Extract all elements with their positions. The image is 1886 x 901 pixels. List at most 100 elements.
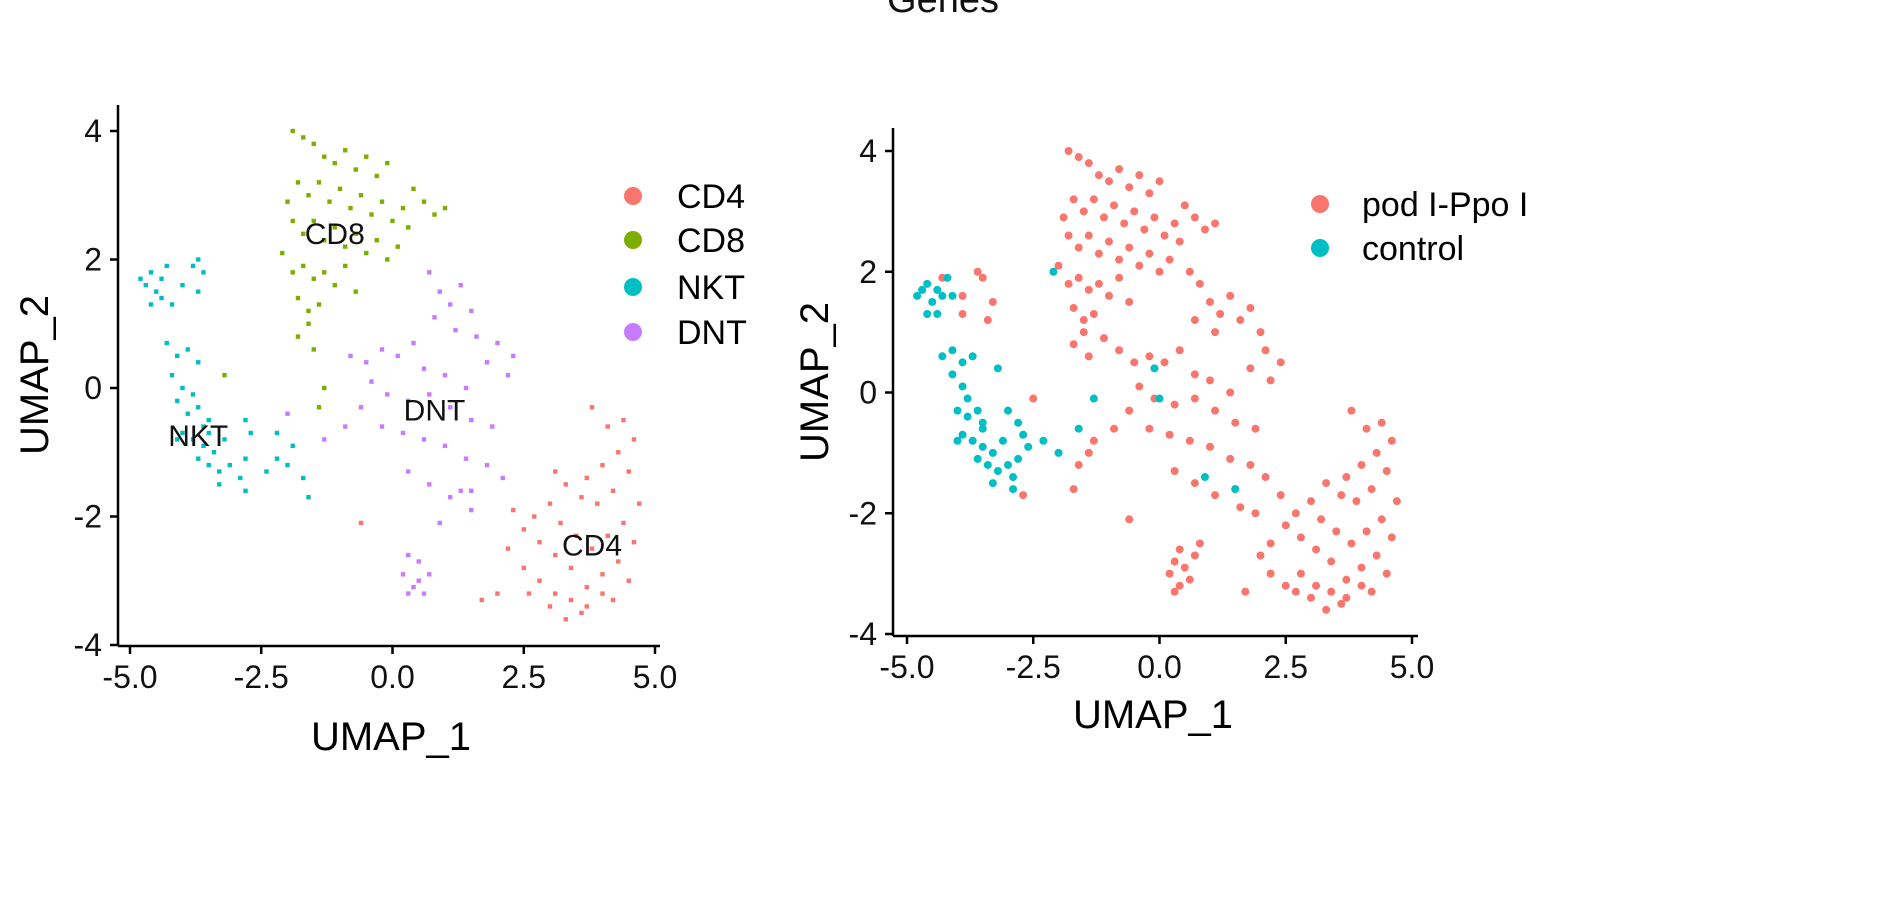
legend-swatch-control — [1311, 239, 1329, 257]
data-point-control — [1009, 473, 1018, 482]
data-point-control — [963, 412, 972, 421]
data-point-pod-i-ppo-i — [1079, 328, 1088, 337]
data-point-nkt — [138, 276, 143, 281]
data-point-control — [978, 442, 987, 451]
data-point-nkt — [148, 302, 154, 307]
data-point-nkt — [169, 372, 175, 378]
data-point-pod-i-ppo-i — [1089, 310, 1098, 319]
data-point-pod-i-ppo-i — [1322, 479, 1331, 488]
y-tick-label: -4 — [849, 616, 877, 652]
data-point-pod-i-ppo-i — [1115, 346, 1124, 355]
legend-label-cd8: CD8 — [677, 222, 745, 260]
data-point-control — [928, 297, 937, 306]
data-point-pod-i-ppo-i — [1064, 147, 1073, 155]
data-point-control — [973, 406, 982, 415]
data-point-pod-i-ppo-i — [988, 297, 997, 306]
data-point-dnt — [474, 334, 479, 339]
data-point-dnt — [458, 488, 463, 493]
data-point-cd8 — [411, 186, 416, 192]
data-point-control — [1039, 436, 1048, 445]
data-point-nkt — [264, 469, 269, 474]
data-point-cd4 — [610, 488, 616, 493]
legend-swatch-dnt — [624, 323, 642, 341]
data-point-pod-i-ppo-i — [1332, 527, 1341, 536]
data-point-dnt — [395, 353, 400, 359]
data-point-dnt — [490, 424, 495, 429]
data-point-cd4 — [479, 597, 484, 603]
data-point-cd4 — [495, 591, 500, 596]
data-point-control — [1004, 406, 1012, 415]
y-tick-label: 2 — [859, 254, 877, 290]
data-point-control — [1014, 454, 1023, 463]
data-point-control — [938, 291, 947, 300]
data-point-pod-i-ppo-i — [1175, 346, 1184, 355]
data-point-pod-i-ppo-i — [1125, 297, 1134, 306]
x-tick-label: 5.0 — [1390, 649, 1434, 685]
data-point-control — [953, 406, 962, 415]
data-point-cd8 — [358, 193, 364, 198]
data-point-nkt — [222, 437, 227, 442]
data-point-pod-i-ppo-i — [1180, 201, 1189, 210]
data-point-nkt — [248, 430, 253, 436]
data-point-nkt — [175, 398, 180, 404]
data-point-pod-i-ppo-i — [1337, 599, 1346, 608]
data-point-control — [1089, 394, 1098, 403]
data-point-control — [948, 291, 957, 300]
data-point-pod-i-ppo-i — [1165, 255, 1174, 264]
data-point-pod-i-ppo-i — [1307, 497, 1315, 506]
data-point-dnt — [421, 437, 427, 442]
data-point-dnt — [343, 424, 348, 429]
data-point-pod-i-ppo-i — [1281, 521, 1290, 530]
cluster-label-nkt: NKT — [168, 420, 228, 453]
data-point-pod-i-ppo-i — [1170, 557, 1179, 566]
data-point-pod-i-ppo-i — [1266, 539, 1275, 548]
data-point-pod-i-ppo-i — [1347, 539, 1356, 548]
data-point-control — [918, 285, 927, 294]
data-point-pod-i-ppo-i — [1246, 364, 1255, 373]
data-point-pod-i-ppo-i — [1185, 575, 1194, 584]
data-point-cd4 — [600, 572, 605, 577]
data-point-cd8 — [395, 244, 400, 249]
data-point-nkt — [274, 456, 280, 461]
x-tick-label: -2.5 — [234, 659, 289, 695]
data-point-cd8 — [379, 199, 385, 204]
data-point-nkt — [175, 353, 180, 359]
data-point-dnt — [442, 372, 448, 378]
data-point-pod-i-ppo-i — [1155, 177, 1164, 186]
data-point-pod-i-ppo-i — [1211, 491, 1220, 500]
data-point-pod-i-ppo-i — [1125, 183, 1134, 192]
data-point-pod-i-ppo-i — [1307, 593, 1315, 602]
data-point-pod-i-ppo-i — [1135, 261, 1144, 270]
data-point-cd4 — [553, 591, 558, 596]
legend-label-cd4: CD4 — [677, 178, 745, 216]
data-point-pod-i-ppo-i — [1312, 545, 1321, 554]
data-point-pod-i-ppo-i — [1312, 581, 1321, 590]
data-point-pod-i-ppo-i — [1084, 448, 1093, 457]
data-point-pod-i-ppo-i — [1276, 358, 1285, 367]
data-point-cd8 — [311, 141, 316, 147]
figure-title: Genes — [887, 0, 999, 21]
data-point-cd4 — [621, 417, 626, 423]
data-point-pod-i-ppo-i — [1367, 485, 1376, 494]
data-point-dnt — [358, 405, 364, 410]
data-point-pod-i-ppo-i — [1236, 316, 1245, 325]
data-point-pod-i-ppo-i — [1064, 231, 1073, 240]
data-point-cd8 — [290, 128, 295, 134]
data-point-cd8 — [301, 231, 306, 236]
data-point-control — [1014, 418, 1023, 427]
data-point-nkt — [190, 437, 196, 442]
data-point-cd8 — [290, 218, 295, 224]
data-point-cd8 — [421, 199, 427, 204]
legend-label-pod-i-ppo-i: pod I-Ppo I — [1362, 186, 1528, 224]
data-point-dnt — [463, 456, 469, 461]
data-point-pod-i-ppo-i — [1029, 394, 1038, 403]
data-point-pod-i-ppo-i — [1079, 316, 1088, 325]
data-point-control — [988, 479, 997, 488]
legend-clusters: CD4 CD8 NKT DNT — [624, 178, 747, 352]
data-point-nkt — [196, 289, 201, 294]
data-point-pod-i-ppo-i — [1296, 533, 1305, 542]
data-point-cd8 — [400, 205, 406, 211]
y-tick-label: -2 — [849, 495, 877, 531]
data-point-pod-i-ppo-i — [1291, 587, 1300, 596]
data-point-control — [948, 346, 957, 355]
